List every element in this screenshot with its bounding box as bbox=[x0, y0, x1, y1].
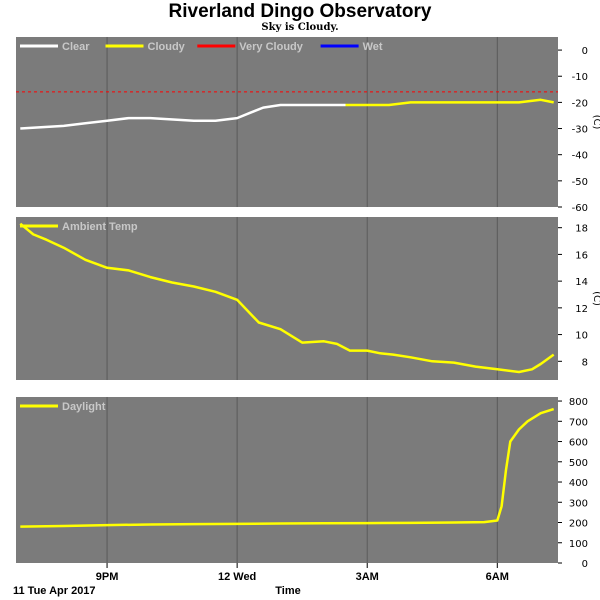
daylight-panel bbox=[16, 397, 558, 563]
series-line-ambient-temp bbox=[19, 222, 555, 374]
x-tick-label: 12 Wed bbox=[218, 571, 256, 583]
chart-title: Riverland Dingo Observatory bbox=[168, 1, 432, 22]
x-tick-label: 3AM bbox=[356, 571, 379, 583]
y-tick-label: -60 bbox=[572, 203, 588, 214]
y-tick-label: 8 bbox=[582, 357, 588, 368]
y-tick-label: -10 bbox=[572, 72, 588, 83]
legend-label: Ambient Temp bbox=[62, 221, 138, 233]
y-tick-label: 600 bbox=[569, 438, 588, 449]
y-axis-label: (C) bbox=[591, 291, 600, 306]
y-tick-label: 10 bbox=[575, 331, 588, 342]
series-line-cloudy bbox=[345, 98, 554, 107]
y-tick-label: 400 bbox=[569, 478, 588, 489]
legend-label: Daylight bbox=[62, 401, 106, 413]
legend-label: Clear bbox=[62, 41, 90, 53]
y-axis-label: (C) bbox=[591, 115, 600, 130]
y-tick-label: 12 bbox=[575, 304, 588, 315]
legend-label: Cloudy bbox=[148, 41, 186, 53]
x-tick-label: 9PM bbox=[96, 571, 119, 583]
legend-label: Very Cloudy bbox=[239, 41, 303, 53]
y-tick-label: -30 bbox=[572, 125, 588, 136]
y-tick-label: 0 bbox=[582, 559, 588, 570]
y-tick-label: -40 bbox=[572, 151, 588, 162]
y-tick-label: 700 bbox=[569, 417, 588, 428]
y-tick-label: 100 bbox=[569, 539, 588, 550]
x-tick-label: 6AM bbox=[486, 571, 509, 583]
y-tick-label: 300 bbox=[569, 498, 588, 509]
y-tick-label: 200 bbox=[569, 519, 588, 530]
y-tick-label: 0 bbox=[582, 46, 588, 57]
date-label: 11 Tue Apr 2017 bbox=[13, 585, 96, 597]
y-tick-label: -20 bbox=[572, 98, 588, 109]
y-tick-label: -50 bbox=[572, 177, 588, 188]
y-tick-label: 18 bbox=[575, 224, 588, 235]
ambient-panel bbox=[16, 217, 558, 380]
y-tick-label: 14 bbox=[575, 277, 588, 288]
series-line-daylight bbox=[20, 407, 555, 528]
series-line-clear bbox=[20, 103, 346, 130]
legend-label: Wet bbox=[363, 41, 383, 53]
y-tick-label: 16 bbox=[575, 250, 588, 261]
x-axis-label: Time bbox=[275, 585, 300, 597]
chart-subtitle: Sky is Cloudy. bbox=[261, 22, 339, 33]
y-tick-label: 500 bbox=[569, 458, 588, 469]
y-tick-label: 800 bbox=[569, 397, 588, 408]
